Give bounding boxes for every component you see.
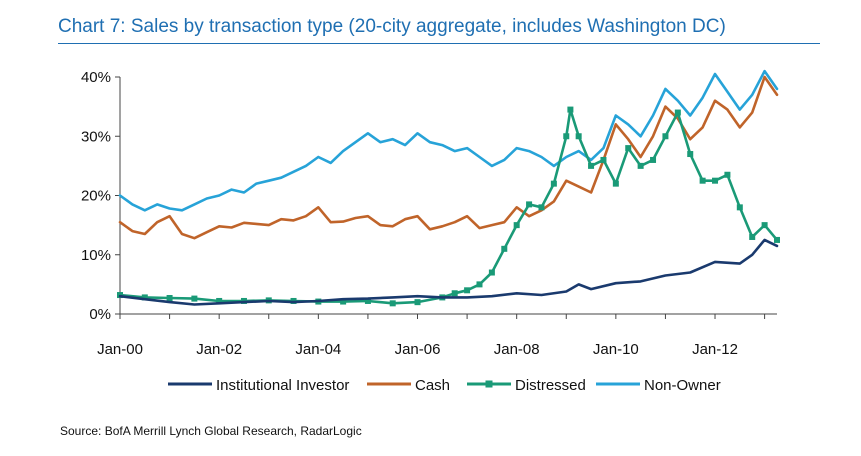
legend-label-distressed: Distressed bbox=[515, 377, 586, 394]
data-point-distressed bbox=[749, 233, 756, 240]
data-point-distressed bbox=[501, 245, 508, 252]
chart-title: Chart 7: Sales by transaction type (20-c… bbox=[58, 16, 726, 37]
title-rule bbox=[58, 43, 820, 44]
legend-label-institutional-investor: Institutional Investor bbox=[216, 377, 349, 394]
data-point-distressed bbox=[563, 133, 570, 140]
line-chart: 0% 10% 20% 30% 40% Jan-00 Jan-02 Jan-04 Jan-06 Ja… bbox=[81, 69, 780, 394]
data-point-distressed bbox=[216, 297, 223, 304]
x-tick-label: Jan-08 bbox=[494, 341, 540, 358]
data-point-distressed bbox=[724, 171, 731, 178]
data-point-distressed bbox=[662, 133, 669, 140]
x-tick-label: Jan-04 bbox=[295, 341, 341, 358]
data-point-distressed bbox=[513, 222, 520, 229]
data-point-distressed bbox=[699, 177, 706, 184]
data-point-distressed bbox=[488, 269, 495, 276]
y-tick-label: 20% bbox=[81, 188, 111, 205]
series-layer bbox=[117, 69, 780, 307]
data-point-distressed bbox=[637, 162, 644, 169]
data-point-distressed bbox=[567, 106, 574, 113]
data-point-distressed bbox=[340, 298, 347, 305]
series-line-institutional-investor bbox=[118, 238, 779, 306]
data-point-distressed bbox=[389, 300, 396, 307]
data-point-distressed bbox=[625, 145, 632, 152]
data-point-distressed bbox=[476, 281, 483, 288]
data-point-distressed bbox=[464, 287, 471, 294]
data-point-distressed bbox=[736, 204, 743, 211]
data-point-distressed bbox=[451, 290, 458, 297]
data-point-distressed bbox=[538, 204, 545, 211]
x-tick-label: Jan-02 bbox=[196, 341, 242, 358]
data-point-distressed bbox=[588, 162, 595, 169]
data-point-distressed bbox=[674, 109, 681, 116]
data-point-distressed bbox=[612, 180, 619, 187]
y-tick-label: 30% bbox=[81, 128, 111, 145]
axes: 0% 10% 20% 30% 40% Jan-00 Jan-02 Jan-04 Jan-06 Ja… bbox=[81, 69, 777, 358]
data-point-distressed bbox=[414, 299, 421, 306]
data-point-distressed bbox=[575, 133, 582, 140]
x-tick-label: Jan-12 bbox=[692, 341, 738, 358]
x-tick-label: Jan-06 bbox=[395, 341, 441, 358]
data-point-distressed bbox=[550, 180, 557, 187]
y-tick-label: 40% bbox=[81, 69, 111, 86]
y-tick-label: 0% bbox=[89, 306, 111, 323]
data-point-distressed bbox=[712, 177, 719, 184]
data-point-distressed bbox=[166, 295, 173, 302]
data-point-distressed bbox=[526, 201, 533, 208]
data-point-distressed bbox=[364, 297, 371, 304]
series-line-cash bbox=[118, 75, 779, 240]
y-tick-label: 10% bbox=[81, 247, 111, 264]
legend-marker-distressed bbox=[485, 380, 493, 388]
data-point-distressed bbox=[774, 236, 780, 243]
legend: Institutional Investor Cash Distressed Non-… bbox=[168, 377, 721, 394]
data-point-distressed bbox=[600, 156, 607, 163]
data-point-distressed bbox=[191, 295, 198, 302]
source-note: Source: BofA Merrill Lynch Global Resear… bbox=[60, 424, 362, 438]
data-point-distressed bbox=[650, 156, 657, 163]
legend-label-cash: Cash bbox=[415, 377, 450, 394]
legend-label-non-owner: Non-Owner bbox=[644, 377, 721, 394]
x-tick-label: Jan-10 bbox=[593, 341, 639, 358]
x-tick-label: Jan-00 bbox=[97, 341, 143, 358]
data-point-distressed bbox=[687, 151, 694, 158]
series-line-non-owner bbox=[118, 69, 779, 212]
data-point-distressed bbox=[141, 294, 148, 301]
data-point-distressed bbox=[761, 222, 768, 229]
